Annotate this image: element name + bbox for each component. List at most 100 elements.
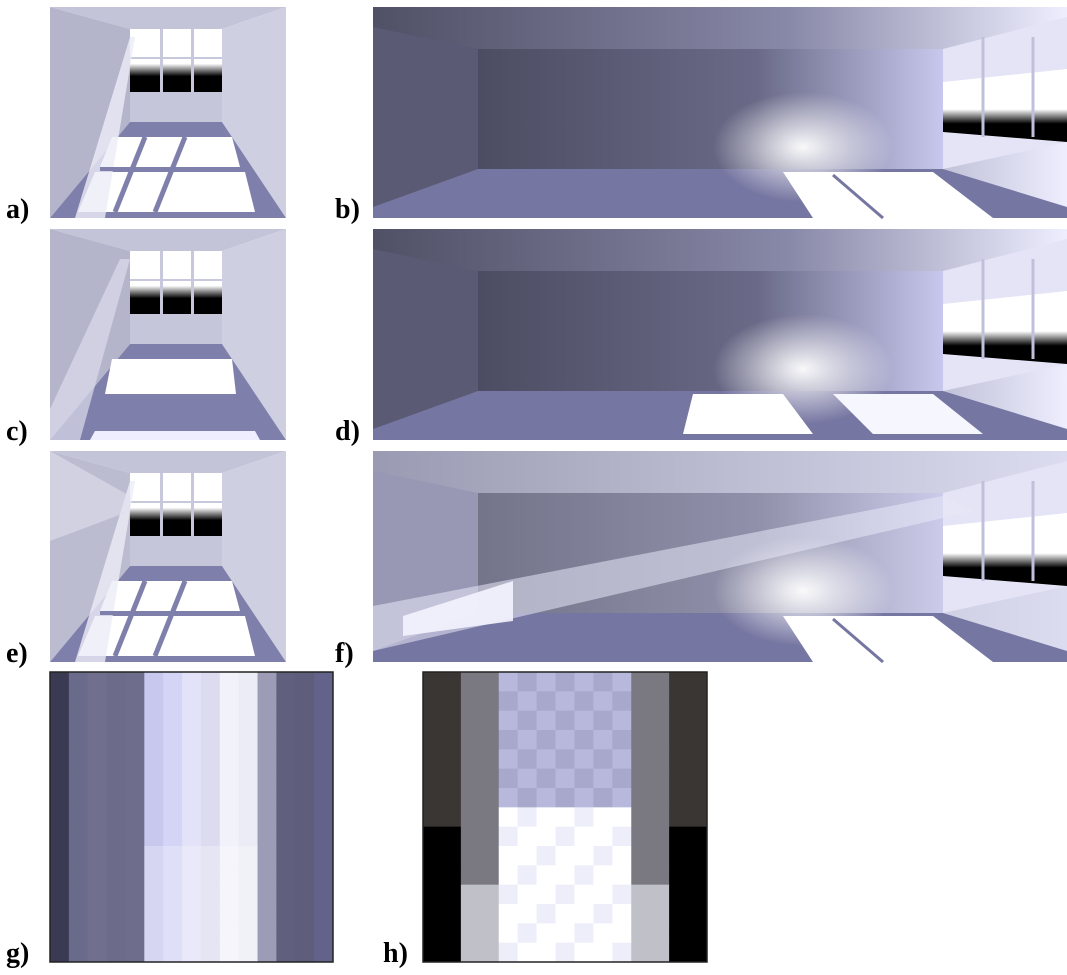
pixel	[258, 827, 277, 847]
pixel	[650, 827, 669, 847]
pixel	[650, 943, 669, 963]
pixel	[163, 730, 182, 750]
pixel	[556, 807, 575, 827]
pixel-highlight	[201, 943, 220, 963]
pixel	[314, 846, 333, 866]
pixel-highlight	[163, 923, 182, 943]
pixel	[442, 691, 461, 711]
pixel	[163, 827, 182, 847]
pixel-highlight	[144, 885, 163, 905]
pixel	[593, 904, 612, 924]
pixel	[125, 865, 144, 885]
pixel	[239, 807, 258, 827]
pixel	[239, 827, 258, 847]
pixel	[182, 807, 201, 827]
pixel	[650, 691, 669, 711]
pixel	[650, 749, 669, 769]
pixel	[88, 865, 107, 885]
pixel	[423, 885, 442, 905]
light-patch	[105, 359, 236, 394]
pixel	[669, 827, 688, 847]
pixel	[144, 827, 163, 847]
pixel	[499, 923, 518, 943]
pixel	[258, 807, 277, 827]
pixel	[314, 769, 333, 789]
pixel	[593, 749, 612, 769]
pixel	[556, 730, 575, 750]
pixel	[442, 769, 461, 789]
pixel	[612, 885, 631, 905]
pixel	[669, 846, 688, 866]
pixel	[631, 807, 650, 827]
pixel	[669, 865, 688, 885]
pixel	[612, 749, 631, 769]
pixel	[574, 788, 593, 808]
pixel	[537, 788, 556, 808]
pixel	[144, 730, 163, 750]
pixel	[258, 923, 277, 943]
room-render	[50, 451, 286, 662]
pixel	[556, 943, 575, 963]
pixel	[593, 691, 612, 711]
pixel	[88, 904, 107, 924]
pixel	[201, 749, 220, 769]
pixel	[688, 827, 707, 847]
pixel	[688, 865, 707, 885]
pixel	[69, 672, 88, 692]
pixel-highlight	[144, 923, 163, 943]
pixel	[461, 807, 480, 827]
pixel	[69, 846, 88, 866]
pixel	[107, 885, 126, 905]
pixel	[688, 788, 707, 808]
pixel	[276, 846, 295, 866]
pixel	[314, 807, 333, 827]
pixel	[669, 711, 688, 731]
pixel-highlight	[163, 943, 182, 963]
pixel	[163, 807, 182, 827]
pixel	[593, 885, 612, 905]
pixel	[423, 691, 442, 711]
pixel-highlight	[220, 923, 239, 943]
pixel	[650, 807, 669, 827]
window-bar	[130, 501, 222, 503]
pixel	[612, 672, 631, 692]
pixel	[88, 749, 107, 769]
pixel	[461, 730, 480, 750]
pixel	[537, 865, 556, 885]
room-render	[373, 7, 1067, 218]
pixel	[556, 865, 575, 885]
pixel	[107, 711, 126, 731]
pixel	[182, 691, 201, 711]
pixel	[688, 923, 707, 943]
pixel	[88, 730, 107, 750]
pixel	[650, 904, 669, 924]
pixel	[669, 730, 688, 750]
pixel	[276, 885, 295, 905]
window-bar	[160, 251, 163, 314]
pixel	[125, 672, 144, 692]
pixel	[69, 769, 88, 789]
pixel	[612, 943, 631, 963]
panel-label: b)	[335, 194, 360, 225]
pixel	[163, 769, 182, 789]
pixel	[314, 943, 333, 963]
pixel	[239, 749, 258, 769]
pixel	[480, 885, 499, 905]
pixel	[688, 846, 707, 866]
pixel	[69, 788, 88, 808]
pixel	[125, 923, 144, 943]
pixel	[125, 711, 144, 731]
pixel	[461, 672, 480, 692]
pixel	[201, 672, 220, 692]
pixel	[688, 749, 707, 769]
pixel	[650, 672, 669, 692]
window-bar	[191, 251, 194, 314]
room-render	[373, 229, 1067, 440]
pixel	[612, 730, 631, 750]
pixel	[499, 691, 518, 711]
pixel	[631, 788, 650, 808]
pixel	[612, 769, 631, 789]
pixel	[442, 923, 461, 943]
pixel	[461, 749, 480, 769]
pixel	[537, 691, 556, 711]
